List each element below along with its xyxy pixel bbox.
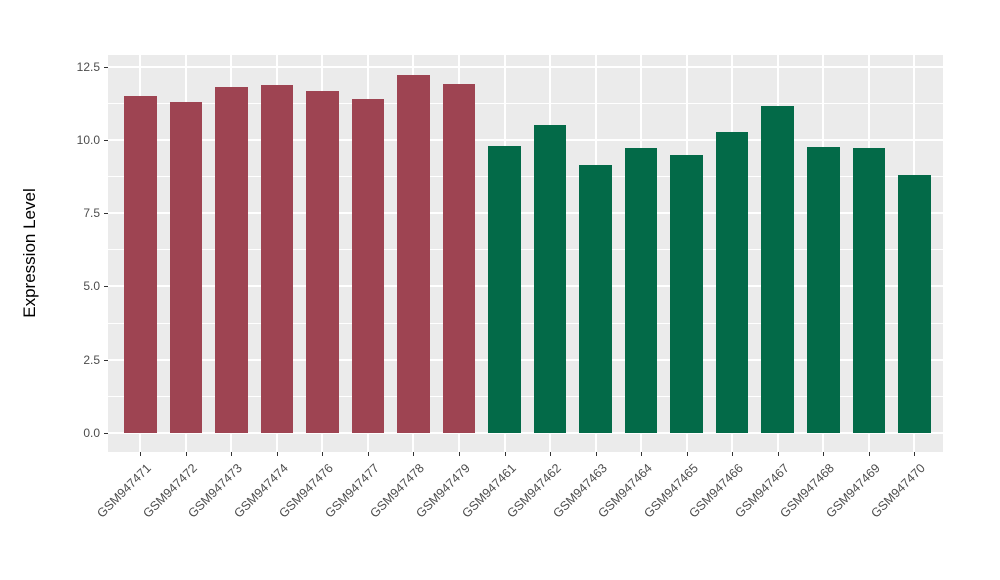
- bar-GSM947463: [579, 164, 612, 433]
- bar-GSM947474: [260, 85, 294, 433]
- minor-gridline: [108, 395, 943, 397]
- bar-GSM947464: [624, 148, 658, 433]
- x-tick-mark: [459, 452, 460, 456]
- minor-gridline: [108, 249, 943, 251]
- x-tick-mark: [231, 452, 233, 456]
- y-tick-mark: [104, 139, 108, 141]
- bar-GSM947473: [215, 87, 248, 433]
- y-tick-mark: [104, 286, 108, 288]
- x-tick-mark: [595, 452, 597, 456]
- x-tick-mark: [140, 452, 142, 456]
- bar-GSM947469: [852, 148, 886, 433]
- y-tick-label: 5.0: [83, 279, 100, 294]
- x-tick-mark: [550, 452, 552, 456]
- bar-GSM947462: [533, 125, 567, 433]
- y-tick-label: 0.0: [83, 426, 100, 440]
- major-gridline: [108, 138, 943, 141]
- minor-gridline: [108, 102, 943, 104]
- bar-GSM947478: [397, 75, 430, 433]
- bar-GSM947467: [761, 106, 794, 433]
- x-tick-mark: [823, 452, 825, 456]
- bar-GSM947476: [306, 91, 339, 433]
- y-tick-mark: [104, 359, 108, 361]
- bar-GSM947470: [898, 174, 931, 433]
- minor-gridline: [108, 322, 943, 324]
- major-gridline: [108, 65, 943, 68]
- x-tick-mark: [914, 452, 916, 456]
- minor-gridline: [108, 175, 943, 177]
- y-tick-mark: [104, 213, 108, 215]
- bar-GSM947471: [124, 96, 157, 433]
- x-tick-mark: [777, 452, 779, 456]
- bar-GSM947479: [442, 84, 476, 433]
- bar-GSM947466: [715, 131, 749, 433]
- x-tick-mark: [276, 452, 278, 456]
- x-tick-mark: [185, 452, 187, 456]
- major-gridline: [108, 358, 943, 361]
- bar-GSM947468: [807, 146, 840, 433]
- major-gridline: [108, 432, 943, 434]
- major-gridline: [108, 285, 943, 288]
- y-tick-label: 10.0: [76, 132, 100, 147]
- y-tick-mark: [104, 66, 108, 68]
- x-tick-mark: [686, 452, 688, 456]
- y-tick-label: 2.5: [83, 352, 100, 367]
- y-tick-mark: [104, 433, 108, 434]
- x-tick-mark: [504, 452, 506, 456]
- major-gridline: [108, 212, 943, 215]
- y-tick-label: 12.5: [76, 59, 100, 74]
- x-tick-mark: [641, 452, 643, 456]
- bar-GSM947477: [351, 99, 385, 433]
- bar-GSM947465: [670, 154, 703, 433]
- x-tick-mark: [367, 452, 369, 456]
- plot-panel: [108, 55, 943, 452]
- bar-GSM947472: [169, 101, 203, 433]
- x-tick-mark: [322, 452, 324, 456]
- y-tick-label: 7.5: [83, 206, 100, 221]
- x-tick-mark: [413, 452, 415, 456]
- bar-GSM947461: [488, 145, 521, 433]
- x-tick-mark: [732, 452, 734, 456]
- x-tick-mark: [868, 452, 870, 456]
- y-axis-title: Expression Level: [20, 188, 39, 318]
